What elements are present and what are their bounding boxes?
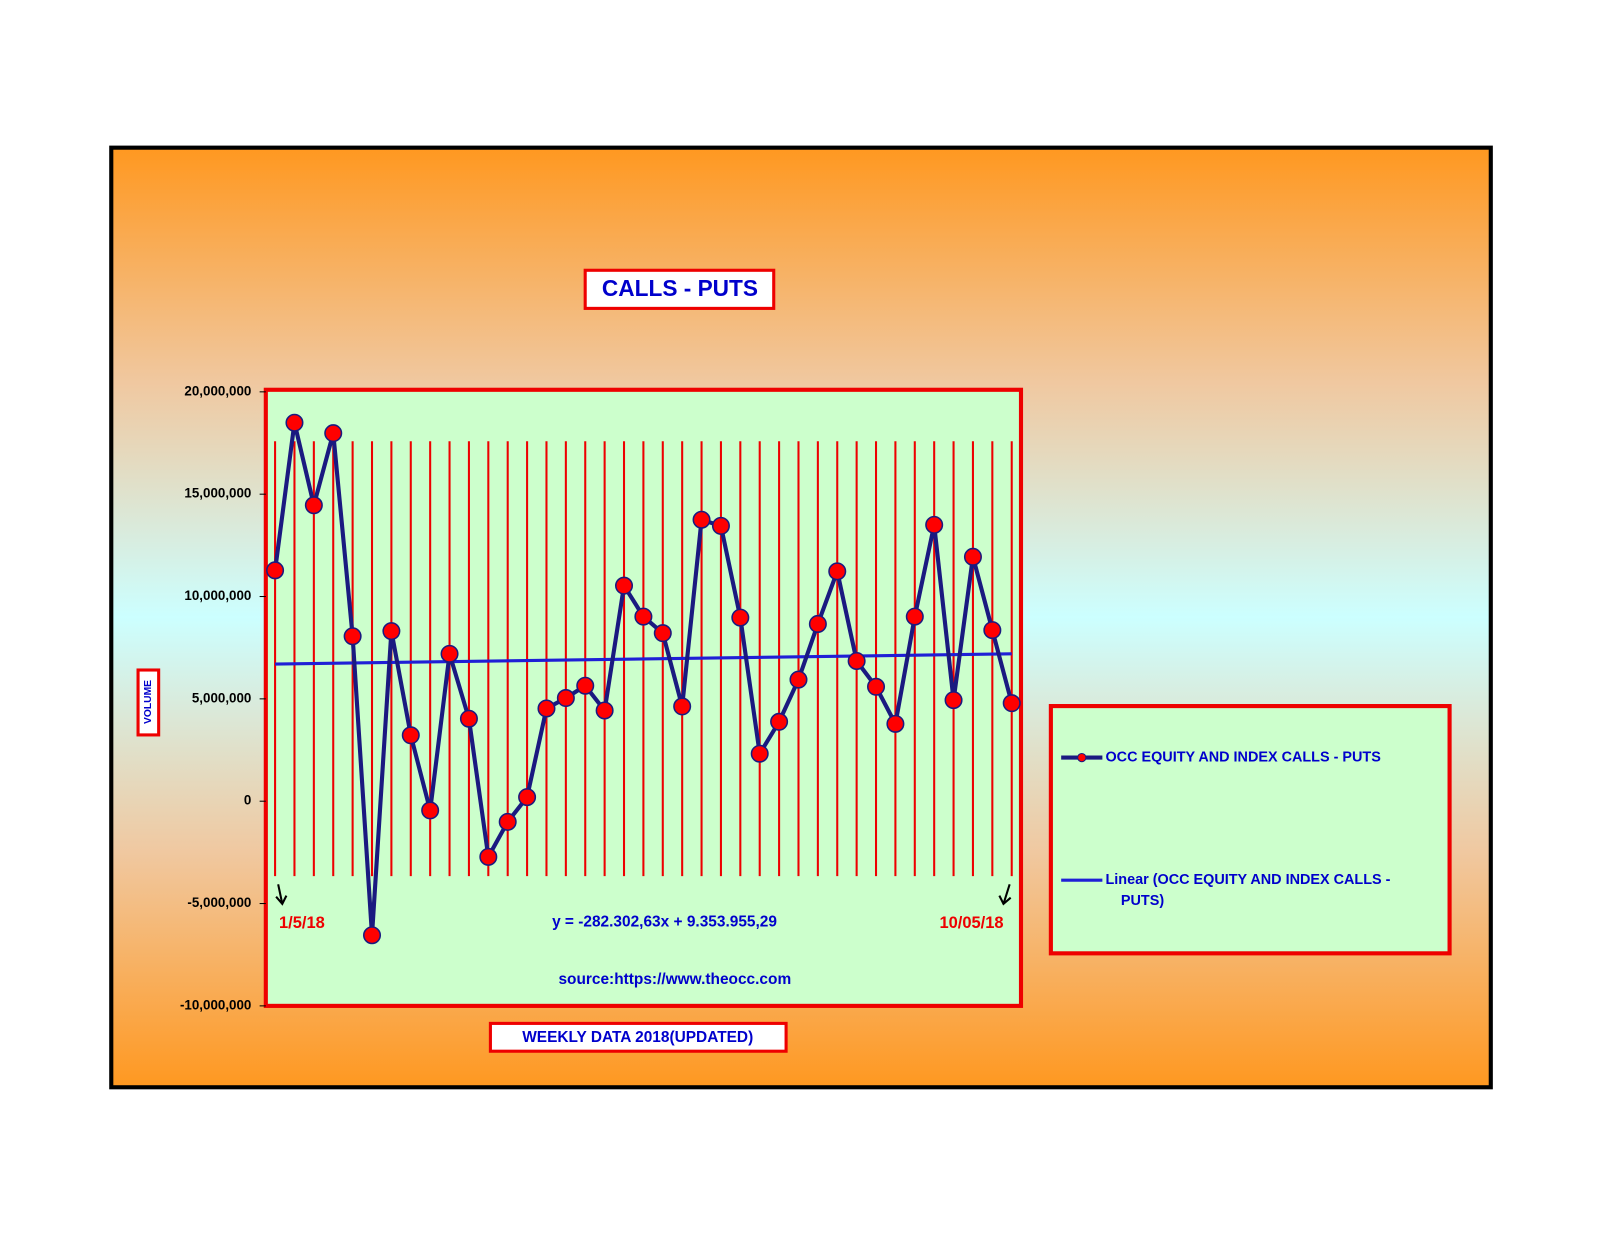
equation: y = -282.302,63x + 9.353.955,29 (552, 914, 777, 931)
data-point (634, 607, 653, 626)
y-tick-label: -5,000,000 (187, 895, 251, 910)
data-point (324, 424, 343, 443)
y-label-box (136, 668, 161, 737)
data-point (304, 496, 323, 515)
data-point (789, 670, 808, 689)
data-point (711, 516, 730, 535)
data-point (692, 510, 711, 529)
data-point (867, 677, 886, 696)
data-point (770, 712, 789, 731)
data-point (963, 547, 982, 566)
data-point (556, 689, 575, 708)
data-point (886, 714, 905, 733)
data-point (673, 697, 692, 716)
data-point (731, 608, 750, 627)
data-point (828, 562, 847, 581)
y-tick-label: 20,000,000 (184, 383, 251, 398)
data-point (459, 709, 478, 728)
legend-label: OCC EQUITY AND INDEX CALLS - PUTS (1105, 749, 1381, 765)
data-point (343, 627, 362, 646)
data-point (595, 701, 614, 720)
data-point (518, 788, 537, 807)
arrow (998, 883, 1012, 906)
y-axis-label: VOLUME (143, 680, 154, 724)
arrow (275, 884, 288, 906)
data-point (925, 515, 944, 534)
title-box (583, 268, 776, 310)
data-point (1002, 694, 1021, 713)
data-point (421, 801, 440, 820)
data-point (382, 622, 401, 641)
x-label-box (488, 1021, 788, 1053)
y-tick-label: 5,000,000 (192, 690, 252, 705)
data-point (440, 644, 459, 663)
y-tick-label: 15,000,000 (184, 486, 251, 501)
data-point (653, 624, 672, 643)
data-point (498, 812, 517, 831)
data-point (808, 614, 827, 633)
data-point (362, 926, 382, 945)
data-point (576, 676, 595, 695)
data-point (983, 621, 1002, 640)
legend-swatch (1077, 752, 1087, 763)
legend-label: Linear (OCC EQUITY AND INDEX CALLS -PUTS… (1105, 872, 1390, 909)
data-point (266, 561, 285, 580)
data-point (285, 413, 304, 432)
data-point (537, 699, 556, 718)
y-tick-label: 10,000,000 (184, 588, 251, 603)
data-point (847, 651, 866, 671)
data-point (479, 847, 498, 866)
x-tick-label: 1/5/18 (279, 914, 325, 932)
data-point (905, 607, 924, 626)
data-point (750, 744, 769, 763)
y-tick-label: 0 (244, 793, 251, 808)
legend (1048, 704, 1452, 956)
source: source:https://www.theocc.com (558, 971, 791, 988)
data-point (401, 726, 420, 745)
chart-title: CALLS - PUTS (602, 275, 758, 301)
x-tick-label: 10/05/18 (939, 914, 1003, 932)
y-tick-label: -10,000,000 (180, 997, 251, 1012)
data-point (944, 691, 963, 710)
x-axis-label: WEEKLY DATA 2018(UPDATED) (522, 1029, 753, 1046)
data-point (614, 576, 634, 595)
